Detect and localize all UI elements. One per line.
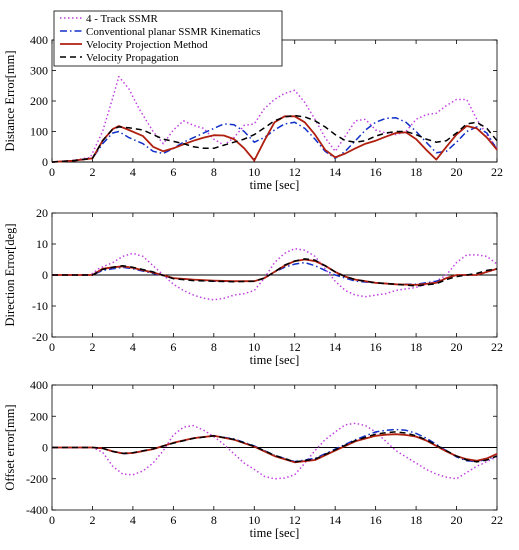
series-line-1 (52, 422, 498, 480)
y-axis-label: Offset error[mm] (3, 404, 17, 490)
series-line-4 (52, 431, 498, 463)
x-tick-label: 16 (370, 513, 382, 527)
x-tick-label: 10 (248, 513, 260, 527)
x-tick-label: 10 (248, 340, 260, 354)
x-tick-label: 6 (170, 165, 176, 179)
y-tick-label: 0 (42, 441, 48, 455)
x-tick-label: 6 (170, 340, 176, 354)
x-tick-label: 14 (329, 165, 341, 179)
series-line-4 (52, 258, 498, 287)
x-tick-label: 20 (451, 513, 463, 527)
x-tick-label: 18 (410, 165, 422, 179)
y-tick-label: 200 (30, 94, 48, 108)
y-tick-label: 100 (30, 125, 48, 139)
y-tick-label: -10 (32, 299, 48, 313)
legend-label: Velocity Propagation (86, 52, 179, 64)
y-axis-label: Direction Error[deg] (3, 223, 17, 326)
x-tick-label: 6 (170, 513, 176, 527)
x-tick-label: 2 (89, 513, 95, 527)
y-tick-label: 300 (30, 64, 48, 78)
y-tick-label: 400 (30, 33, 48, 47)
x-axis-label: time [sec] (250, 178, 300, 192)
chart-panel-3: 0 2 4 6 8 10 12 14 16 18 20 22 -400 -200 0 200 400 time [… (3, 378, 503, 540)
x-tick-label: 20 (451, 340, 463, 354)
legend-label: 4 - Track SSMR (86, 13, 158, 25)
y-tick-label: -400 (26, 503, 48, 517)
legend-label: Velocity Projection Method (86, 39, 208, 51)
series-line-2 (51, 117, 498, 163)
x-tick-label: 4 (130, 340, 136, 354)
y-tick-label: 0 (42, 155, 48, 169)
x-tick-label: 12 (289, 513, 301, 527)
chart-panel-1: 0 2 4 6 8 10 12 14 16 18 20 22 0 100 200 300 400 time [se… (3, 10, 503, 192)
x-tick-label: 14 (329, 340, 341, 354)
y-tick-label: -20 (32, 330, 48, 344)
x-tick-label: 8 (211, 513, 217, 527)
y-axis-label: Distance Error[mm] (3, 50, 17, 151)
x-tick-label: 16 (370, 165, 382, 179)
series-line-2 (52, 261, 498, 286)
chart-panel-2: 0 2 4 6 8 10 12 14 16 18 20 22 -20 -10 0 10 20 time [sec]… (3, 206, 503, 367)
y-tick-label: 200 (30, 409, 48, 423)
legend-box (53, 10, 283, 67)
x-tick-label: 16 (370, 340, 382, 354)
y-tick-label: 20 (36, 206, 48, 220)
x-tick-label: 0 (49, 165, 55, 179)
x-tick-label: 2 (89, 340, 95, 354)
y-tick-label: 400 (30, 378, 48, 392)
x-tick-label: 0 (49, 340, 55, 354)
x-tick-label: 12 (289, 165, 301, 179)
x-tick-label: 22 (491, 513, 503, 527)
x-tick-label: 14 (329, 513, 341, 527)
y-tick-label: -200 (26, 472, 48, 486)
x-tick-label: 8 (211, 340, 217, 354)
x-axis-label: time [sec] (250, 353, 300, 367)
series-line-3 (51, 115, 498, 163)
x-tick-label: 4 (130, 513, 136, 527)
y-tick-label: 10 (36, 237, 48, 251)
x-tick-label: 18 (410, 513, 422, 527)
x-tick-label: 2 (89, 165, 95, 179)
x-tick-label: 22 (491, 340, 503, 354)
series-line-1 (52, 247, 498, 301)
y-tick-label: 0 (42, 268, 48, 282)
x-tick-label: 8 (211, 165, 217, 179)
series-line-4 (51, 114, 498, 163)
x-tick-label: 18 (410, 340, 422, 354)
x-tick-label: 4 (130, 165, 136, 179)
x-tick-label: 20 (451, 165, 463, 179)
legend-label: Conventional planar SSMR Kinematics (86, 26, 260, 38)
x-tick-label: 22 (491, 165, 503, 179)
x-tick-label: 12 (289, 340, 301, 354)
x-tick-label: 10 (248, 165, 260, 179)
x-tick-label: 0 (49, 513, 55, 527)
x-axis-label: time [sec] (250, 526, 300, 540)
